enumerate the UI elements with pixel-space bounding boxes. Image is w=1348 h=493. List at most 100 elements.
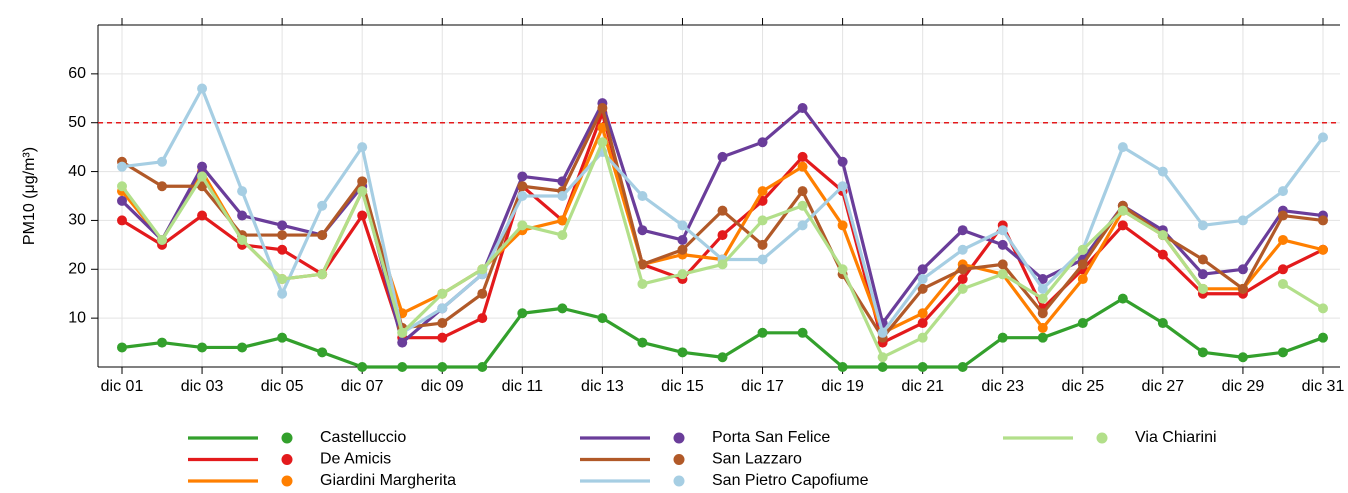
legend-marker <box>673 454 685 465</box>
data-point <box>197 161 208 172</box>
data-point <box>157 181 168 192</box>
data-point <box>157 156 168 167</box>
x-tick-label: dic 25 <box>1061 378 1104 395</box>
data-point <box>1037 322 1048 333</box>
data-point <box>437 303 448 314</box>
data-point <box>717 205 728 216</box>
data-point <box>1197 254 1208 265</box>
x-tick-label: dic 07 <box>341 378 384 395</box>
data-point <box>1277 264 1288 275</box>
data-point <box>1197 347 1208 358</box>
data-point <box>1157 318 1168 329</box>
data-point <box>197 181 208 192</box>
data-point <box>557 191 568 201</box>
data-point <box>997 332 1008 343</box>
data-point <box>357 142 368 153</box>
data-point <box>757 254 768 265</box>
y-tick-label: 10 <box>68 309 86 326</box>
y-tick-label: 20 <box>68 261 86 278</box>
data-point <box>1037 274 1048 285</box>
data-point <box>997 239 1008 250</box>
data-point <box>557 303 568 314</box>
data-point <box>437 288 448 299</box>
data-point <box>1318 303 1328 314</box>
data-point <box>957 225 968 236</box>
series-line <box>120 140 1324 359</box>
data-point <box>477 264 488 275</box>
data-point <box>517 191 528 201</box>
data-point <box>957 274 968 285</box>
x-tick-label: dic 19 <box>821 378 864 395</box>
data-point <box>957 362 968 372</box>
data-point <box>277 332 288 343</box>
data-point <box>757 186 768 197</box>
data-point <box>1117 142 1128 153</box>
data-point <box>1157 166 1168 177</box>
data-point <box>877 327 888 338</box>
data-point <box>597 137 608 148</box>
legend-label: Via Chiarini <box>1135 429 1217 446</box>
data-point <box>237 234 248 245</box>
data-point <box>797 151 808 162</box>
data-point <box>437 362 448 372</box>
data-point <box>1117 293 1128 304</box>
data-point <box>197 210 208 221</box>
data-point <box>317 200 328 211</box>
x-tick-label: dic 31 <box>1302 378 1345 395</box>
data-point <box>717 259 728 270</box>
data-point <box>557 215 568 226</box>
data-point <box>637 225 648 236</box>
data-point <box>1157 230 1168 241</box>
legend-marker <box>281 432 293 444</box>
data-point <box>1157 249 1168 260</box>
legend-label: Giardini Margherita <box>320 472 456 489</box>
data-point <box>1037 332 1048 343</box>
legend-label: Porta San Felice <box>712 429 830 446</box>
data-point <box>357 362 368 372</box>
data-point <box>117 195 127 206</box>
y-tick-label: 50 <box>68 114 86 131</box>
series-line <box>121 111 1324 345</box>
data-point <box>397 327 408 338</box>
data-point <box>1077 274 1088 285</box>
data-point <box>757 239 768 250</box>
data-point <box>797 161 808 172</box>
legend-label: San Lazzaro <box>712 451 802 468</box>
data-point <box>477 362 488 372</box>
data-point <box>677 220 688 231</box>
data-point <box>1077 244 1088 255</box>
x-tick-label: dic 11 <box>502 378 544 395</box>
data-point <box>1197 269 1208 280</box>
data-point <box>1077 259 1088 270</box>
data-point <box>1237 283 1248 294</box>
x-tick-label: dic 15 <box>661 378 704 395</box>
data-point <box>437 332 448 343</box>
data-point <box>237 342 248 353</box>
legend-marker <box>1096 432 1108 444</box>
data-point <box>837 220 848 231</box>
legend-marker <box>673 432 685 444</box>
data-point <box>917 308 928 319</box>
data-point <box>957 264 968 275</box>
data-point <box>997 225 1008 236</box>
data-point <box>637 259 648 270</box>
data-point <box>357 176 368 187</box>
y-tick-label: 60 <box>68 65 86 82</box>
data-point <box>957 244 968 255</box>
data-point <box>357 210 368 221</box>
data-point <box>677 269 688 280</box>
data-point <box>477 288 488 299</box>
data-point <box>997 259 1008 270</box>
data-point <box>1037 293 1048 304</box>
data-point <box>797 327 808 338</box>
data-point <box>837 156 848 167</box>
data-point <box>597 103 608 114</box>
data-point <box>1277 278 1288 289</box>
y-tick-label: 40 <box>68 163 86 180</box>
data-point <box>677 347 688 358</box>
data-point <box>237 210 248 221</box>
data-point <box>317 347 328 358</box>
data-point <box>1197 220 1208 231</box>
data-point <box>1318 215 1328 226</box>
